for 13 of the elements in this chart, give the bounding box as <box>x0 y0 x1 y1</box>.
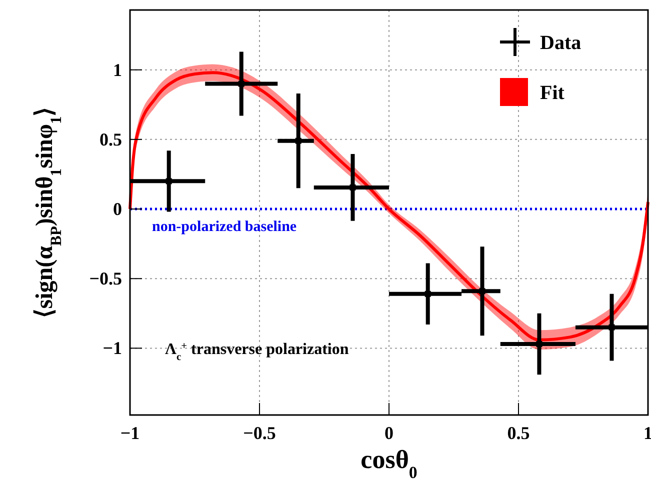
y-tick-label: −0.5 <box>89 268 122 289</box>
y-tick-label: 0.5 <box>100 129 122 150</box>
x-axis-title: cosθ$_{0}$ <box>360 445 418 482</box>
legend-label: Fit <box>540 82 565 104</box>
ref-line-label: non-polarized baseline <box>152 219 297 236</box>
legend-label: Data <box>540 32 582 54</box>
annotation: Λ$_{c}$$^{+}$ transverse polarization <box>165 340 349 363</box>
x-tick-label: 0 <box>384 423 394 443</box>
x-tick-label: 0.5 <box>507 423 530 443</box>
y-tick-label: −1 <box>102 338 122 358</box>
y-tick-label: 1 <box>113 60 122 80</box>
y-tick-label: 0 <box>113 199 122 220</box>
x-tick-label: −0.5 <box>243 423 276 443</box>
